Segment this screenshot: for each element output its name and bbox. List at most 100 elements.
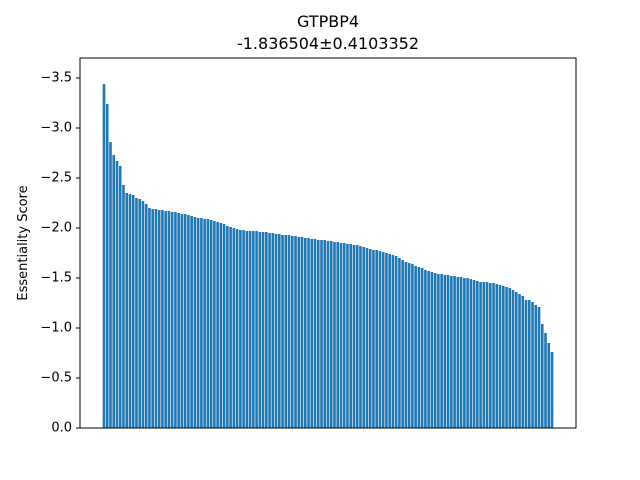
bar — [105, 104, 109, 428]
bar — [381, 252, 385, 428]
bar — [502, 286, 505, 428]
bar — [362, 247, 366, 428]
bar — [209, 220, 213, 428]
bar — [193, 217, 197, 428]
bar — [216, 222, 219, 428]
bar — [469, 279, 473, 428]
bar — [255, 231, 258, 428]
bar — [417, 267, 421, 428]
bar — [294, 236, 297, 428]
bar — [394, 256, 398, 428]
bar — [265, 232, 268, 428]
bar — [326, 241, 330, 428]
chart-title: GTPBP4 — [297, 12, 359, 31]
bar — [537, 307, 541, 428]
bar — [271, 233, 275, 428]
bar — [440, 274, 443, 428]
bar — [482, 282, 486, 428]
bar — [164, 211, 167, 428]
bar — [320, 240, 323, 428]
y-tick-label: −1.0 — [40, 321, 72, 336]
bar — [232, 228, 236, 428]
bar — [550, 352, 554, 428]
y-tick-label: −3.5 — [40, 71, 72, 86]
bar — [313, 239, 317, 428]
bar — [170, 212, 174, 428]
bar — [424, 270, 427, 428]
bar — [456, 277, 460, 428]
bar — [466, 278, 469, 428]
y-axis-ticks: 0.0 −0.5 −1.0 −1.5 −2.0 −2.5 −3.0 −3.5 — [40, 71, 80, 436]
bar — [203, 219, 206, 428]
bar — [242, 230, 245, 428]
bar — [138, 199, 142, 428]
bar — [355, 245, 359, 428]
bar — [167, 211, 171, 428]
bar — [514, 292, 518, 428]
bar — [450, 276, 453, 428]
y-tick-label: −2.5 — [40, 171, 72, 186]
bar — [540, 324, 544, 428]
bar — [268, 233, 271, 428]
bar — [505, 287, 508, 428]
bar — [200, 218, 203, 428]
bar — [109, 142, 112, 428]
bar — [329, 241, 333, 428]
bar — [180, 214, 184, 428]
bar — [404, 262, 408, 428]
bar — [411, 264, 414, 428]
bar — [125, 193, 129, 428]
bar — [122, 185, 125, 428]
bar — [476, 281, 479, 428]
y-tick-label: −1.5 — [40, 271, 72, 286]
bar — [437, 274, 440, 428]
bar — [316, 240, 320, 428]
bar — [154, 209, 158, 428]
bar — [489, 283, 492, 428]
bar — [547, 343, 551, 428]
bar — [342, 243, 346, 428]
bar — [527, 300, 531, 428]
bar — [511, 290, 515, 428]
bar — [144, 204, 148, 428]
bar — [339, 243, 343, 428]
bar — [352, 245, 356, 428]
bar — [284, 235, 288, 428]
bar — [196, 218, 200, 428]
bar — [459, 277, 463, 428]
bar — [141, 201, 145, 428]
bar — [300, 237, 304, 428]
bar — [333, 242, 336, 428]
bar — [239, 230, 242, 428]
bar — [479, 282, 482, 428]
bar — [472, 280, 476, 428]
bar — [430, 272, 434, 428]
bar — [281, 235, 284, 428]
bar — [508, 288, 512, 428]
bar — [235, 229, 239, 428]
bar — [323, 240, 327, 428]
bar — [407, 263, 411, 428]
plot-frame — [79, 57, 577, 429]
bar — [336, 242, 340, 428]
bar — [365, 248, 369, 428]
bar — [290, 236, 294, 428]
y-tick-label: −0.5 — [40, 371, 72, 386]
bar — [112, 155, 116, 428]
bar — [115, 161, 119, 428]
bar — [213, 221, 216, 428]
y-tick-label: −2.0 — [40, 221, 72, 236]
bar — [248, 231, 252, 428]
bars-group — [102, 84, 554, 428]
bar — [177, 213, 180, 428]
bar — [414, 266, 417, 428]
bar — [521, 296, 525, 428]
bar — [174, 212, 177, 428]
bar — [544, 333, 547, 428]
bar — [278, 234, 281, 428]
bar — [388, 254, 391, 428]
chart-subtitle: -1.836504±0.4103352 — [237, 34, 419, 53]
y-axis-label: Essentiality Score — [16, 185, 31, 300]
bar — [258, 232, 262, 428]
bar — [463, 278, 466, 428]
